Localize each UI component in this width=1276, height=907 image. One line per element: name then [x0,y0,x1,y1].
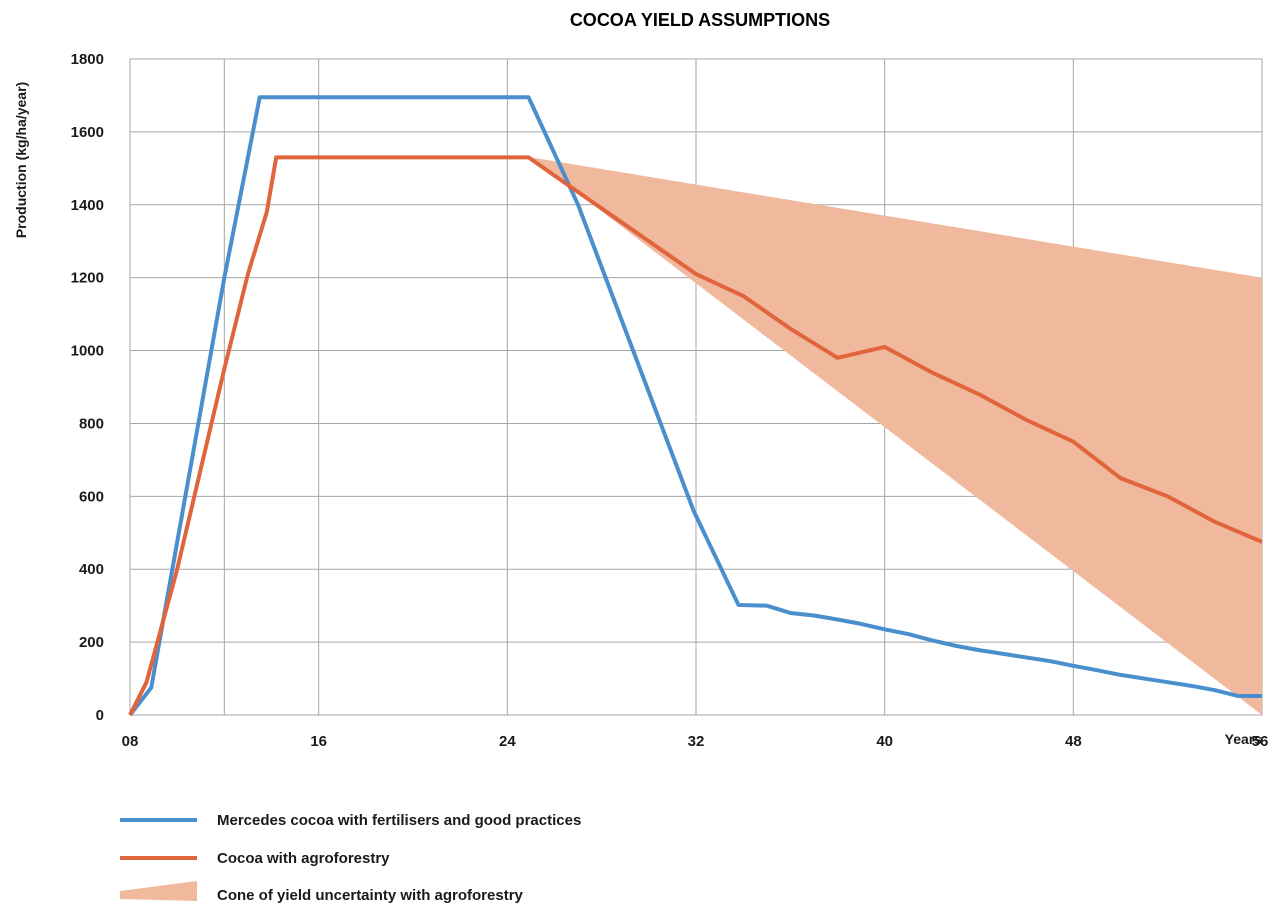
legend-label-2: Cocoa with agroforestry [217,850,390,867]
y-tick-label: 1800 [71,51,104,68]
x-axis-ticks: 08 16 24 32 40 48 56 [122,733,1269,750]
y-tick-label: 1600 [71,124,104,141]
legend-label-3: Cone of yield uncertainty with agrofores… [217,887,524,904]
y-axis-ticks: 0 200 400 600 800 1000 1200 1400 1600 1800 [71,51,104,724]
x-tick-label: 56 [1252,733,1269,750]
y-tick-label: 0 [96,707,104,724]
y-axis-label: Production (kg/ha/year) [13,82,29,238]
x-tick-label: 08 [122,733,139,750]
uncertainty-cone [530,157,1262,715]
band-layer [530,157,1262,715]
series-layer [128,95,1263,717]
legend: Mercedes cocoa with fertilisers and good… [120,812,581,904]
y-tick-label: 800 [79,415,104,432]
y-tick-label: 200 [79,634,104,651]
y-tick-label: 1000 [71,343,104,360]
chart-title: COCOA YIELD ASSUMPTIONS [570,10,830,30]
legend-swatch-3 [120,881,197,901]
x-tick-label: 32 [688,733,705,750]
x-axis-label: Years [1225,731,1263,747]
x-tick-label: 48 [1065,733,1082,750]
y-tick-label: 1200 [71,270,104,287]
x-tick-label: 24 [499,733,516,750]
x-tick-label: 40 [876,733,893,750]
y-tick-label: 600 [79,488,104,505]
x-tick-label: 16 [310,733,327,750]
legend-label-1: Mercedes cocoa with fertilisers and good… [217,812,581,829]
y-tick-label: 1400 [71,197,104,214]
series-line-2 [128,155,1263,716]
y-tick-label: 400 [79,561,104,578]
